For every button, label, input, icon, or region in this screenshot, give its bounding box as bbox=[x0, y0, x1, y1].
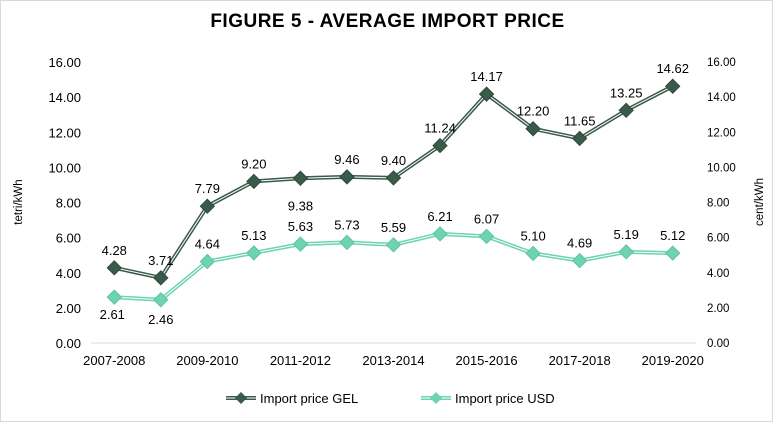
data-label-usd: 5.73 bbox=[334, 217, 359, 232]
y-axis-title-right: cent/kWh bbox=[754, 178, 766, 226]
y-tick-label-left: 10.00 bbox=[48, 160, 81, 175]
legend-marker-usd bbox=[430, 392, 442, 404]
data-label-usd: 5.59 bbox=[381, 220, 406, 235]
data-point-usd bbox=[106, 289, 122, 305]
data-point-gel bbox=[246, 173, 262, 190]
data-point-usd bbox=[665, 245, 681, 261]
y-axis-title-left: tetri/kWh bbox=[13, 179, 25, 224]
x-tick-label: 2019-2020 bbox=[642, 353, 704, 368]
chart-title: FIGURE 5 - AVERAGE IMPORT PRICE bbox=[210, 11, 565, 32]
data-label-usd: 5.19 bbox=[614, 227, 639, 242]
y-tick-label-right: 16.00 bbox=[707, 57, 736, 69]
data-label-usd: 2.61 bbox=[100, 307, 125, 322]
data-label-gel: 11.65 bbox=[564, 113, 596, 128]
y-tick-label-right: 10.00 bbox=[707, 162, 736, 174]
data-point-gel bbox=[478, 86, 495, 102]
data-label-gel: 7.79 bbox=[195, 181, 220, 196]
data-point-gel bbox=[665, 78, 681, 94]
legend-label-usd: Import price USD bbox=[455, 391, 555, 406]
data-label-usd: 5.12 bbox=[660, 228, 685, 243]
x-tick-label: 2013-2014 bbox=[362, 353, 424, 368]
data-label-gel: 13.25 bbox=[610, 85, 643, 100]
data-point-usd bbox=[199, 253, 216, 270]
data-point-gel bbox=[199, 198, 216, 214]
data-point-gel bbox=[571, 130, 588, 147]
data-point-gel bbox=[432, 137, 448, 154]
y-tick-label-left: 6.00 bbox=[56, 231, 81, 246]
data-label-gel: 11.24 bbox=[424, 121, 456, 136]
y-tick-label-right: 6.00 bbox=[707, 233, 729, 245]
y-tick-label-right: 12.00 bbox=[707, 127, 736, 139]
data-label-gel: 9.40 bbox=[381, 153, 406, 168]
data-point-usd bbox=[292, 236, 309, 252]
data-label-usd: 4.64 bbox=[195, 237, 220, 252]
y-tick-label-left: 14.00 bbox=[48, 90, 81, 105]
y-tick-label-left: 0.00 bbox=[56, 336, 81, 351]
y-tick-label-left: 8.00 bbox=[56, 196, 81, 211]
data-point-usd bbox=[432, 226, 448, 242]
data-label-gel: 3.71 bbox=[148, 253, 173, 268]
data-label-usd: 5.13 bbox=[241, 228, 266, 243]
x-tick-label: 2011-2012 bbox=[270, 353, 331, 368]
data-point-gel bbox=[106, 260, 122, 276]
data-point-gel bbox=[292, 170, 309, 186]
data-point-usd bbox=[246, 245, 262, 261]
data-label-usd: 4.69 bbox=[567, 236, 592, 251]
data-label-usd: 5.63 bbox=[288, 219, 313, 234]
y-tick-label-left: 16.00 bbox=[48, 55, 81, 70]
legend-marker-gel bbox=[235, 392, 247, 404]
data-label-gel: 4.28 bbox=[102, 243, 127, 258]
data-point-gel bbox=[525, 121, 541, 137]
data-point-usd bbox=[153, 292, 169, 308]
data-point-usd bbox=[618, 244, 634, 260]
data-label-gel: 9.38 bbox=[288, 198, 313, 213]
x-tick-label: 2009-2010 bbox=[176, 353, 238, 368]
data-point-gel bbox=[618, 102, 634, 119]
data-label-usd: 2.46 bbox=[148, 312, 173, 327]
data-label-gel: 9.20 bbox=[241, 156, 266, 171]
data-point-usd bbox=[385, 237, 402, 253]
y-tick-label-right: 4.00 bbox=[707, 268, 729, 280]
x-tick-label: 2017-2018 bbox=[549, 353, 611, 368]
data-label-usd: 5.10 bbox=[520, 228, 545, 243]
y-tick-label-right: 8.00 bbox=[707, 198, 729, 210]
y-tick-label-left: 12.00 bbox=[48, 125, 81, 140]
x-tick-label: 2015-2016 bbox=[455, 353, 517, 368]
data-point-usd bbox=[339, 234, 355, 251]
data-point-gel bbox=[153, 270, 169, 286]
y-tick-label-left: 2.00 bbox=[56, 301, 81, 316]
y-tick-label-right: 14.00 bbox=[707, 92, 736, 104]
data-point-gel bbox=[385, 170, 402, 186]
y-tick-label-right: 0.00 bbox=[707, 338, 729, 350]
x-tick-label: 2007-2008 bbox=[83, 353, 145, 368]
data-point-gel bbox=[339, 169, 355, 185]
data-label-gel: 14.62 bbox=[656, 61, 689, 76]
data-label-gel: 12.20 bbox=[517, 104, 550, 119]
data-point-usd bbox=[571, 252, 588, 269]
data-label-usd: 6.21 bbox=[427, 209, 452, 224]
legend-label-gel: Import price GEL bbox=[260, 391, 358, 406]
data-point-usd bbox=[478, 228, 495, 245]
data-label-gel: 14.17 bbox=[470, 69, 503, 84]
y-tick-label-left: 4.00 bbox=[56, 266, 81, 281]
y-tick-label-right: 2.00 bbox=[707, 303, 729, 315]
data-point-usd bbox=[525, 245, 541, 262]
data-label-gel: 9.46 bbox=[334, 152, 359, 167]
data-label-usd: 6.07 bbox=[474, 211, 499, 226]
